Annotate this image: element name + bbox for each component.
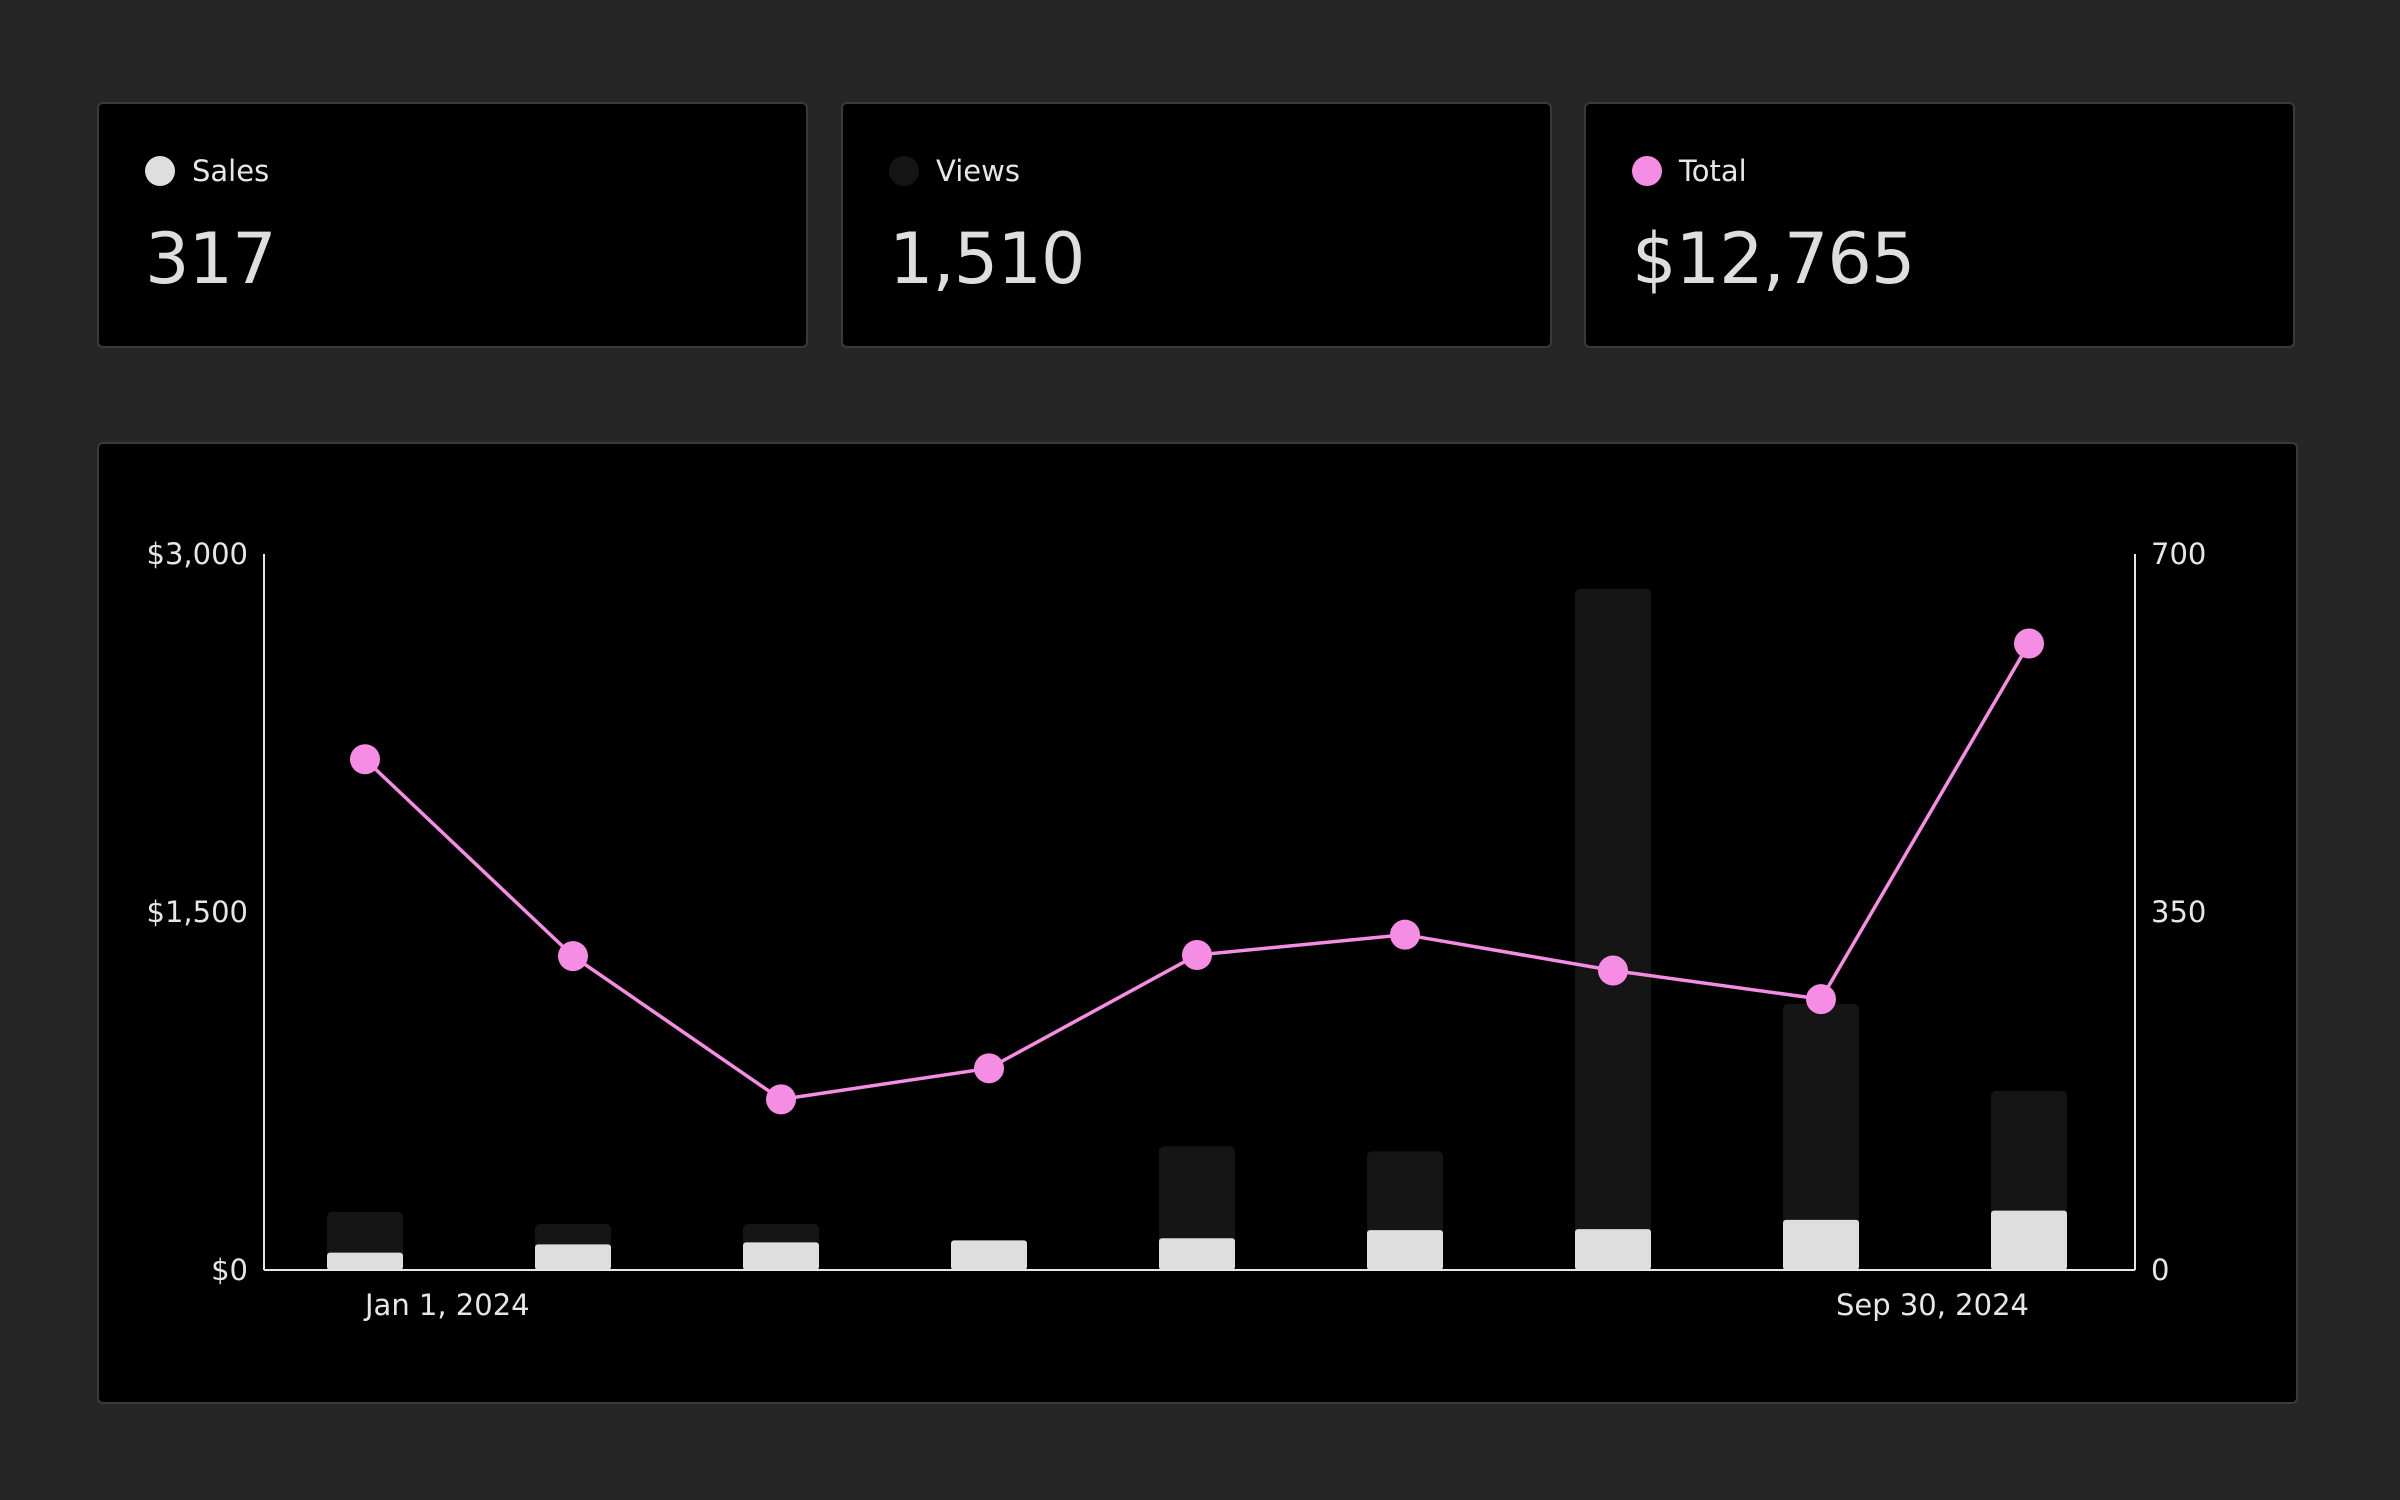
views-stat-label: Views <box>936 154 1020 188</box>
axes-group <box>263 554 2136 1271</box>
views-legend-dot <box>889 156 919 186</box>
total-point <box>1390 919 1420 950</box>
views-stat-value: 1,510 <box>889 218 1085 300</box>
x-axis-label-start: Jan 1, 2024 <box>363 1288 530 1322</box>
total-stat-value: $12,765 <box>1632 218 1915 300</box>
views-bar <box>1575 588 1651 1270</box>
bar-group <box>327 588 2067 1270</box>
total-point <box>1598 955 1628 986</box>
sales-bar <box>535 1244 611 1270</box>
views-bar <box>1783 1004 1859 1270</box>
total-point <box>974 1053 1004 1084</box>
left-axis-tick-label: $0 <box>211 1253 248 1287</box>
sales-stat-value: 317 <box>145 218 277 300</box>
sales-bar <box>1991 1210 2067 1270</box>
sales-bar <box>1159 1238 1235 1270</box>
total-line-group <box>350 628 2044 1115</box>
sales-stat-header: Sales <box>145 154 269 188</box>
total-stat-card: Total $12,765 <box>1584 102 2295 348</box>
total-point <box>1182 939 1212 970</box>
sales-bar <box>1575 1229 1651 1270</box>
total-point <box>1806 984 1836 1015</box>
total-point <box>766 1084 796 1115</box>
sales-bar <box>327 1252 403 1270</box>
sales-bar <box>743 1242 819 1270</box>
sales-bar <box>1783 1219 1859 1270</box>
views-stat-card: Views 1,510 <box>841 102 1552 348</box>
views-stat-header: Views <box>889 154 1020 188</box>
sales-bar <box>1367 1230 1443 1270</box>
total-point <box>558 941 588 972</box>
right-axis-tick-label: 350 <box>2151 895 2206 929</box>
right-axis-tick-label: 700 <box>2151 537 2206 571</box>
total-legend-dot <box>1632 156 1662 186</box>
total-point <box>350 744 380 775</box>
combo-chart: $0 $1,500 $3,000 0 350 700 Jan 1, 2024 Sep 30, … <box>147 537 2207 1322</box>
total-stat-label: Total <box>1679 154 1747 188</box>
x-axis-label-end: Sep 30, 2024 <box>1836 1288 2029 1322</box>
total-line <box>363 642 2031 1102</box>
axis-labels-group: $0 $1,500 $3,000 0 350 700 Jan 1, 2024 Sep 30, … <box>147 537 2207 1322</box>
right-axis-tick-label: 0 <box>2151 1253 2169 1287</box>
total-stat-header: Total <box>1632 154 1747 188</box>
sales-stat-card: Sales 317 <box>97 102 808 348</box>
sales-legend-dot <box>145 156 175 186</box>
sales-bar <box>951 1240 1027 1270</box>
left-axis-tick-label: $3,000 <box>147 537 248 571</box>
chart-card: $0 $1,500 $3,000 0 350 700 Jan 1, 2024 Sep 30, … <box>97 442 2298 1404</box>
sales-stat-label: Sales <box>192 154 270 188</box>
total-point <box>2014 628 2044 659</box>
left-axis-tick-label: $1,500 <box>147 895 248 929</box>
